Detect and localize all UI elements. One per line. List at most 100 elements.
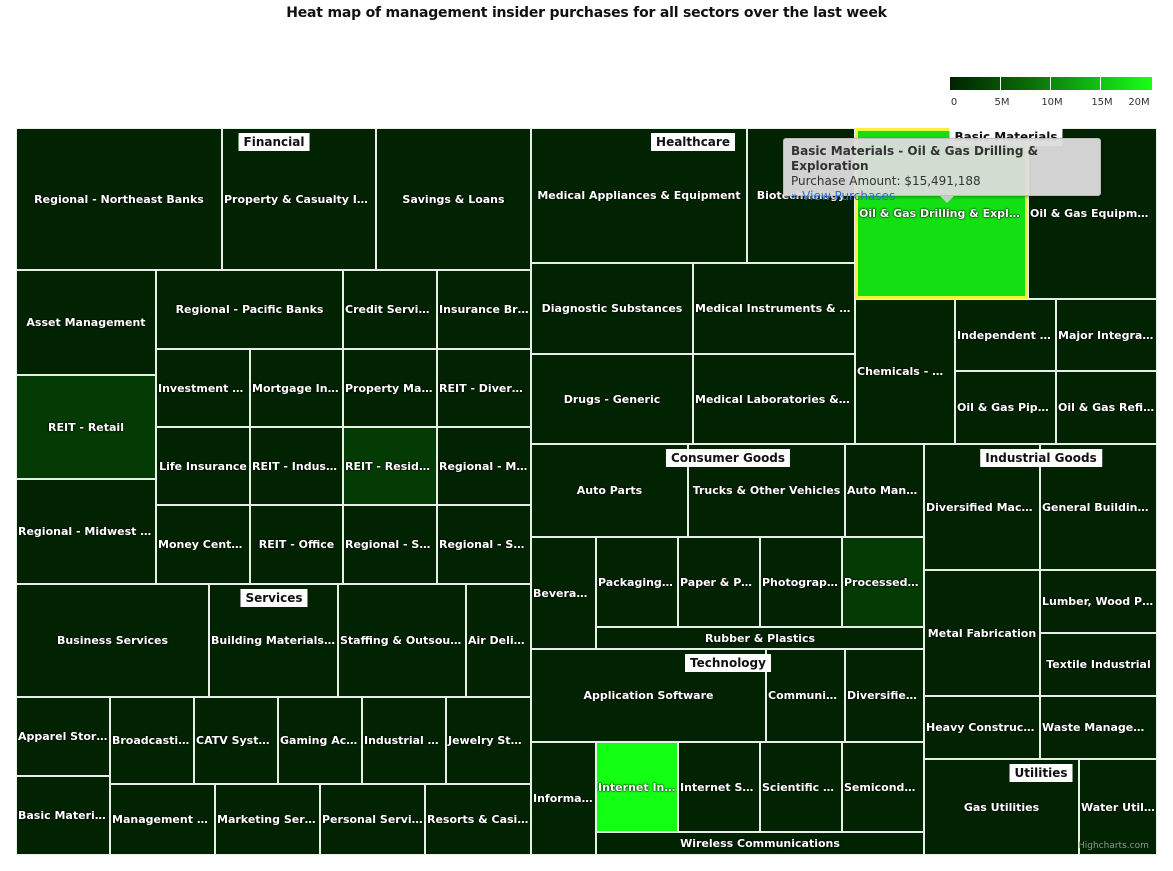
treemap-cell[interactable]: Air Deliv... bbox=[466, 584, 531, 697]
cell-label: Major Integrate... bbox=[1058, 328, 1156, 342]
treemap-cell[interactable]: Gaming Acti... bbox=[278, 697, 362, 784]
treemap-cell[interactable]: Waste Manageme... bbox=[1040, 696, 1157, 759]
treemap-cell[interactable]: Wireless Communications bbox=[596, 832, 924, 855]
treemap-cell[interactable]: Business Services bbox=[16, 584, 209, 697]
sector-label: Services bbox=[240, 589, 308, 607]
treemap-cell[interactable]: REIT - Diversi... bbox=[437, 349, 531, 427]
treemap-cell[interactable]: Water Utilit... bbox=[1079, 759, 1157, 855]
sector-label: Industrial Goods bbox=[980, 449, 1102, 467]
treemap-cell[interactable]: Packaging &... bbox=[596, 537, 678, 627]
treemap-cell[interactable]: Medical Instruments & Su... bbox=[693, 263, 855, 354]
treemap-cell[interactable]: Personal Services bbox=[320, 784, 425, 855]
treemap-cell[interactable]: Mortgage Inve... bbox=[250, 349, 343, 427]
treemap-cell[interactable]: Regional - Pacific Banks bbox=[156, 270, 343, 349]
treemap-cell[interactable]: Marketing Servi... bbox=[215, 784, 320, 855]
view-purchases-link[interactable]: » View Purchases bbox=[791, 189, 896, 203]
treemap-cell[interactable]: Broadcastin... bbox=[110, 697, 194, 784]
cell-label: Oil & Gas Pipeli... bbox=[957, 401, 1055, 414]
treemap-cell[interactable]: Regional - Northeast Banks bbox=[16, 128, 222, 270]
treemap-cell[interactable]: Textile Industrial bbox=[1040, 633, 1157, 696]
cell-label: Rubber & Plastics bbox=[704, 631, 816, 645]
cell-label: Medical Laboratories & Re... bbox=[695, 392, 854, 406]
cell-label: Apparel Stores bbox=[18, 730, 109, 743]
treemap-cell[interactable]: Processed &... bbox=[842, 537, 924, 627]
treemap-cell[interactable]: Photographi... bbox=[760, 537, 842, 627]
treemap-cell[interactable]: Drugs - Generic bbox=[531, 354, 693, 444]
cell-label: Internet Soft... bbox=[680, 780, 759, 794]
treemap-cell[interactable]: Medical Laboratories & Re... bbox=[693, 354, 855, 444]
treemap-cell[interactable]: REIT - Retail bbox=[16, 375, 156, 479]
treemap-cell[interactable]: Money Center ... bbox=[156, 505, 250, 584]
cell-label: Oil & Gas Equipment... bbox=[1030, 207, 1156, 220]
treemap-cell[interactable]: Industrial Eq... bbox=[362, 697, 446, 784]
treemap-cell[interactable]: Regional - Midwest Ba... bbox=[16, 479, 156, 584]
cell-label: Property & Casualty Insu... bbox=[224, 192, 375, 206]
cell-label: Credit Services bbox=[345, 303, 436, 316]
treemap-cell[interactable]: CATV Syste... bbox=[194, 697, 278, 784]
treemap-cell[interactable]: Regional - So... bbox=[343, 505, 437, 584]
treemap-cell[interactable]: Property & Casualty Insu... bbox=[222, 128, 376, 270]
cell-label: Regional - Mi... bbox=[439, 459, 530, 473]
cell-label: Diversified ... bbox=[847, 689, 923, 702]
treemap-cell[interactable]: Heavy Construction bbox=[924, 696, 1040, 759]
cell-label: Diversified Machi... bbox=[926, 500, 1039, 514]
treemap-cell[interactable]: Metal Fabrication bbox=[924, 570, 1040, 696]
cell-label: REIT - Office bbox=[258, 538, 335, 551]
cell-label: Processed &... bbox=[844, 575, 923, 589]
treemap-cell[interactable]: Insurance Bro... bbox=[437, 270, 531, 349]
cell-label: General Building ... bbox=[1042, 500, 1156, 514]
treemap-cell[interactable]: Savings & Loans bbox=[376, 128, 531, 270]
treemap-cell[interactable]: Communica... bbox=[766, 649, 845, 742]
treemap-cell[interactable]: REIT - Reside... bbox=[343, 427, 437, 505]
treemap-cell[interactable]: Apparel Stores bbox=[16, 697, 110, 776]
cell-label: Management Ser... bbox=[112, 813, 214, 826]
treemap-cell[interactable]: Oil & Gas Pipeli... bbox=[955, 371, 1056, 444]
treemap-cell[interactable]: Internet Soft... bbox=[678, 742, 760, 832]
cell-label: Air Deliv... bbox=[468, 634, 530, 647]
cell-label: Textile Industrial bbox=[1046, 658, 1151, 671]
treemap-cell[interactable]: Informati... bbox=[531, 742, 596, 855]
treemap-cell[interactable]: Scientific & ... bbox=[760, 742, 842, 832]
treemap-cell[interactable]: Investment Br... bbox=[156, 349, 250, 427]
treemap-cell[interactable]: Credit Services bbox=[343, 270, 437, 349]
treemap-cell[interactable]: REIT - Office bbox=[250, 505, 343, 584]
treemap-cell[interactable]: Management Ser... bbox=[110, 784, 215, 855]
treemap-cell[interactable]: Rubber & Plastics bbox=[596, 627, 924, 649]
highcharts-credits-link[interactable]: Highcharts.com bbox=[1078, 841, 1149, 851]
treemap-cell[interactable]: Oil & Gas Refini... bbox=[1056, 371, 1157, 444]
treemap-cell[interactable]: Beverage... bbox=[531, 537, 596, 649]
treemap-cell[interactable]: Independent Oi... bbox=[955, 299, 1056, 371]
cell-label: Mortgage Inve... bbox=[252, 381, 342, 395]
cell-label: Basic Material... bbox=[18, 809, 109, 822]
treemap-cell[interactable]: Basic Material... bbox=[16, 776, 110, 855]
treemap-cell[interactable]: Chemicals - Ma... bbox=[855, 299, 955, 444]
treemap-cell[interactable]: Auto Parts bbox=[531, 444, 688, 537]
sector-label: Healthcare bbox=[651, 133, 735, 151]
cell-label: Water Utilit... bbox=[1081, 800, 1156, 814]
cell-label: Wireless Communications bbox=[680, 837, 840, 850]
treemap-cell[interactable]: Jewelry Stor... bbox=[446, 697, 531, 784]
treemap-cell[interactable]: Major Integrate... bbox=[1056, 299, 1157, 371]
treemap-cell[interactable]: Internet Info... bbox=[596, 742, 678, 832]
cell-label: REIT - Reside... bbox=[345, 459, 436, 473]
treemap-cell[interactable]: Diagnostic Substances bbox=[531, 263, 693, 354]
cell-label: Heavy Construction bbox=[926, 721, 1039, 734]
treemap-cell[interactable]: Auto Manuf... bbox=[845, 444, 924, 537]
treemap-cell[interactable]: Regional - Mi... bbox=[437, 427, 531, 505]
treemap-cell[interactable]: Asset Management bbox=[16, 270, 156, 375]
treemap-cell[interactable]: Property Mana... bbox=[343, 349, 437, 427]
treemap-cell[interactable]: Resorts & Casin... bbox=[425, 784, 531, 855]
treemap-cell[interactable]: Staffing & Outsourci... bbox=[338, 584, 466, 697]
treemap-cell[interactable]: Life Insurance bbox=[156, 427, 250, 505]
cell-label: Internet Info... bbox=[598, 780, 677, 794]
cell-label: Savings & Loans bbox=[402, 192, 505, 206]
chart-title: Heat map of management insider purchases… bbox=[286, 5, 887, 21]
treemap-cell[interactable]: Diversified ... bbox=[845, 649, 924, 742]
legend-divider bbox=[1100, 77, 1101, 90]
treemap-cell[interactable]: Regional - So... bbox=[437, 505, 531, 584]
treemap-cell[interactable]: Lumber, Wood Pro... bbox=[1040, 570, 1157, 633]
treemap-cell[interactable]: REIT - Industr... bbox=[250, 427, 343, 505]
treemap-cell[interactable]: Paper & Pap... bbox=[678, 537, 760, 627]
treemap-cell[interactable]: Semiconduc... bbox=[842, 742, 924, 832]
cell-label: REIT - Industr... bbox=[252, 459, 342, 473]
